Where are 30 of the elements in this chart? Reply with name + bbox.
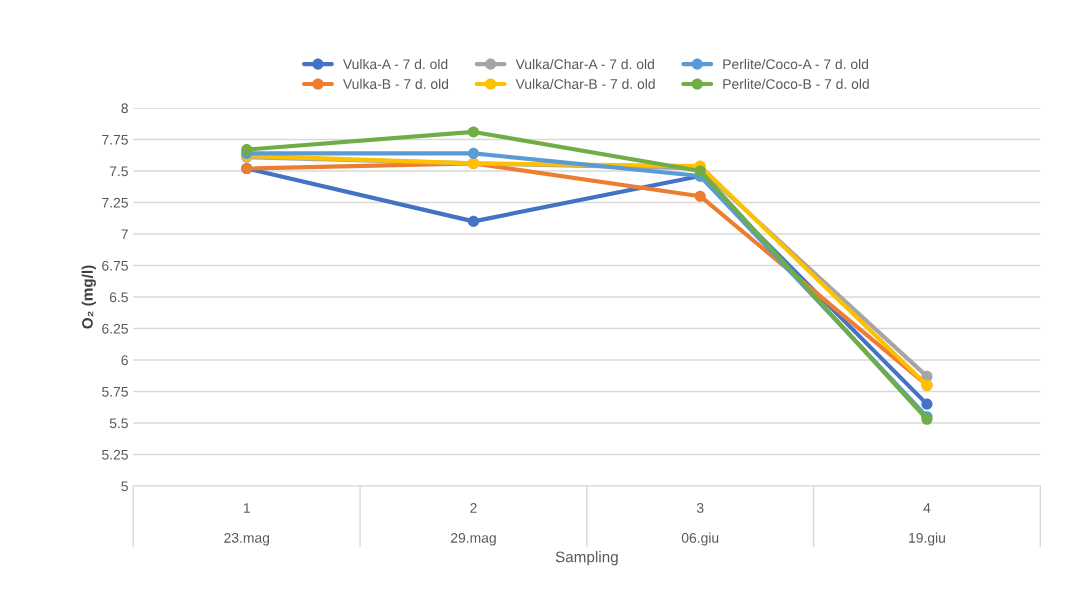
category-label: 1 23.mag (224, 503, 270, 546)
category-label: 4 19.giu (909, 503, 945, 546)
point (694, 190, 706, 202)
legend-label: Vulka-A - 7 d. old (342, 58, 448, 70)
legend-label: Vulka-B - 7 d. old (342, 78, 449, 89)
legend-label: Perlite/Coco-A - 7 d. old (723, 58, 869, 70)
y-tick-label: 7.25 (102, 197, 128, 208)
y-tick-label: 5.25 (102, 449, 128, 460)
point (467, 147, 480, 159)
legend-label: Vulka/Char-A - 7 d. old (515, 58, 654, 70)
point (467, 126, 480, 138)
point (921, 398, 933, 410)
y-tick-label: 6 (121, 355, 128, 366)
y-tick-label: 6.5 (109, 292, 128, 303)
y-tick-label: 5.5 (109, 418, 128, 429)
legend-label: Perlite/Coco-B - 7 d. old (723, 78, 869, 89)
y-axis-title: O₂ (mg/l) (81, 265, 96, 329)
y-tick-label: 6.25 (102, 323, 128, 334)
category-label: 3 06.giu (681, 503, 719, 546)
y-tick-label: 7 (121, 229, 128, 240)
legend-label: Vulka/Char-B - 7 d. old (515, 78, 655, 89)
y-tick-label: 5.75 (102, 386, 128, 397)
y-tick-label: 8 (121, 103, 128, 114)
category-label: 2 29.mag (451, 503, 496, 546)
y-tick-label: 6.75 (102, 260, 128, 271)
y-tick-label: 7.75 (102, 134, 128, 145)
x-axis-title: Sampling (555, 551, 618, 566)
y-tick-label: 5 (121, 481, 128, 492)
point (467, 215, 480, 227)
y-tick-label: 7.5 (109, 166, 128, 177)
